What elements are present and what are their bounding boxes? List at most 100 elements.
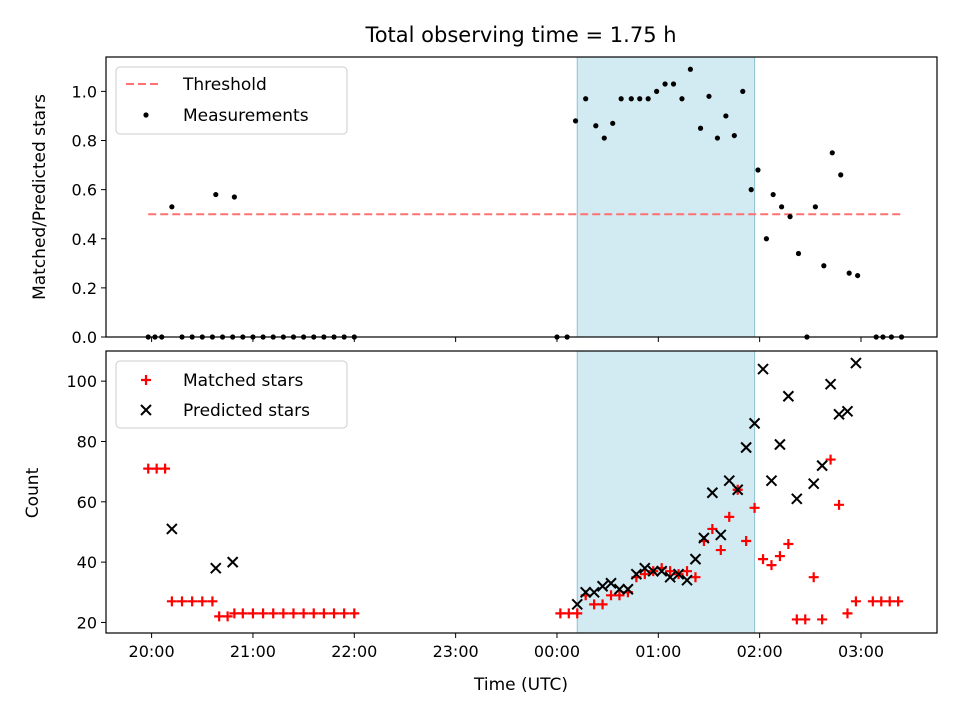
chart-title: Total observing time = 1.75 h [364,23,676,47]
measurement-point [770,191,776,198]
matched-star-point [589,599,600,610]
matched-star-point [715,545,726,556]
predicted-star-point [647,565,659,577]
y-tick-label: 0.0 [72,328,97,347]
legend-box [115,66,348,135]
matched-star-point [850,596,861,607]
bottom-ylabel: Count [23,467,43,518]
measurement-point [213,191,219,198]
measurement-point [601,135,607,141]
measurement-point [731,132,737,139]
matched-star-point [817,614,828,625]
matched-star-point [166,596,177,607]
measurement-point [706,93,712,99]
x-tick-label: 00:00 [534,642,580,661]
predicted-star-point [791,493,803,505]
predicted-star-point [723,474,735,487]
measurement-point [670,81,677,87]
y-tick-label: 0.6 [72,181,97,200]
matched-star-point [197,596,208,607]
measurement-point [763,236,770,242]
matched-star-point [555,608,566,619]
matched-star-point [229,608,240,619]
top-panel: 0.0 0.2 0.4 0.6 0.8 1.0 Threshold Measurements [72,56,938,347]
y-tick-label: 80 [77,432,97,451]
matched-star-point [247,608,258,619]
matched-star-point [222,611,233,622]
matched-star-point [214,611,225,622]
measurement-point [231,194,237,200]
matched-star-point [774,551,785,562]
measurement-point [583,96,589,102]
measurement-point [812,204,818,210]
legend-measurements-label: Measurements [183,106,309,126]
legend-matched-swatch [141,375,151,385]
measurement-point [610,120,616,126]
measurement-point [855,272,861,279]
predicted-star-point [731,484,744,496]
matched-star-point [783,539,794,550]
predicted-star-point [210,562,222,574]
legend-box [115,360,348,429]
x-tick-label: 22:00 [331,642,377,661]
matched-star-point [160,463,171,474]
matched-star-point [834,499,845,510]
legend-predicted-swatch [140,404,152,416]
predicted-star-point [664,571,676,583]
y-tick-label: 20 [77,613,97,632]
legend-threshold-label: Threshold [182,75,267,95]
measurement-point [593,123,599,129]
measurement-point [687,66,694,72]
matched-star-point [884,596,895,607]
predicted-star-point [782,390,795,402]
measurement-point [662,81,668,87]
measurement-point [779,204,785,210]
measurement-point [740,88,746,94]
matched-star-point [329,608,340,619]
matched-star-point [842,608,853,619]
observing-window [576,350,756,634]
matched-star-point [207,596,218,607]
matched-star-point [339,608,350,619]
matched-star-point [867,596,878,607]
matched-star-point [268,608,279,619]
matched-star-point [349,608,360,619]
predicted-star-point [579,586,592,598]
legend: Matched stars Predicted stars [115,360,348,429]
matched-star-point [572,608,583,619]
predicted-star-point [622,583,634,595]
predicted-star-point [571,598,583,611]
x-tick-label: 01:00 [635,642,681,661]
measurement-point [821,263,827,269]
predicted-star-point [613,583,626,595]
predicted-star-point [596,580,609,592]
measurement-point [637,96,643,102]
measurement-point [838,172,844,178]
predicted-star-point [816,459,828,472]
predicted-star-point [588,586,600,598]
matched-star-point [639,569,650,580]
predicted-star-point [630,568,643,580]
predicted-star-point [850,357,862,369]
axes-frame [105,56,938,338]
y-tick-label: 1.0 [72,82,97,101]
matched-star-point [808,572,819,583]
measurement-point [748,187,754,193]
matched-star-point [707,523,718,534]
matched-star-point [766,560,777,571]
predicted-star-point [765,474,778,487]
y-tick-label: 0.4 [72,230,97,249]
measurement-point [755,167,761,173]
legend-predicted-label: Predicted stars [183,401,310,421]
matched-star-point [825,454,836,465]
predicted-star-point [681,574,693,586]
matched-star-point [237,608,248,619]
predicted-star-point [605,577,617,589]
matched-star-point [563,608,574,619]
measurement-point [846,270,852,276]
legend-matched-label: Matched stars [183,371,303,391]
x-tick-label: 23:00 [433,642,479,661]
predicted-star-point [689,553,702,565]
matched-star-point [318,608,329,619]
matched-star-point [614,590,625,601]
